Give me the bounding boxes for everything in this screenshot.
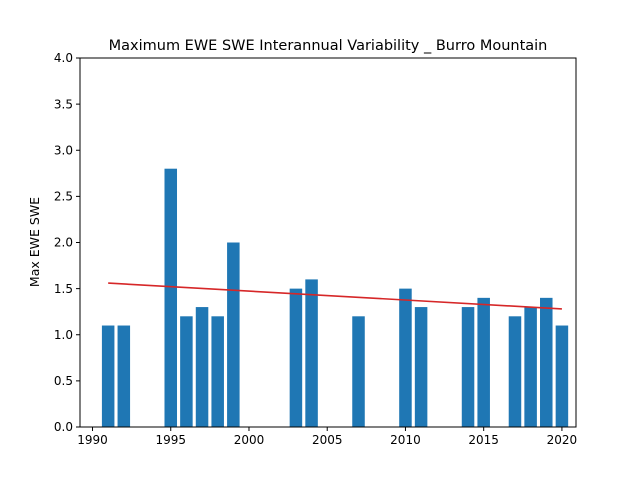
bar-1991 (101, 325, 115, 427)
bar-1998 (211, 316, 224, 427)
bar-2004 (305, 279, 318, 427)
bar-1999 (227, 242, 240, 427)
x-tick-label: 2020 (547, 433, 578, 447)
x-tick-label: 1990 (77, 433, 108, 447)
y-tick-label: 3.5 (54, 97, 73, 111)
bar-2003 (289, 288, 303, 427)
bar-2019 (540, 297, 553, 427)
trend-group (108, 282, 562, 310)
x-tick-label: 2000 (234, 433, 265, 447)
bar-2007 (352, 316, 365, 427)
y-axis-label: Max EWE SWE (27, 197, 42, 287)
x-tick-label: 2015 (468, 433, 499, 447)
y-tick-label: 0.5 (54, 374, 73, 388)
bar-2011 (414, 307, 428, 427)
bar-2014 (461, 307, 475, 427)
bars-group (101, 168, 569, 427)
y-tick-label: 2.0 (54, 236, 73, 250)
x-tick-label: 1995 (155, 433, 186, 447)
x-tick-label: 2010 (390, 433, 421, 447)
y-tick-label: 2.5 (54, 190, 73, 204)
bar-2015 (477, 297, 490, 427)
y-tick-label: 4.0 (54, 51, 73, 65)
y-tick-label: 1.0 (54, 328, 73, 342)
bar-1995 (164, 168, 178, 427)
y-tick-label: 3.0 (54, 143, 73, 157)
trend-line (108, 282, 562, 310)
chart-title: Maximum EWE SWE Interannual Variability … (109, 38, 548, 54)
bar-2018 (524, 307, 537, 427)
y-tick-label: 1.5 (54, 282, 73, 296)
plot-frame (79, 57, 577, 428)
bar-1996 (180, 316, 193, 427)
bar-1997 (195, 307, 209, 427)
bar-2020 (555, 325, 569, 427)
bar-2017 (508, 316, 522, 427)
y-axis: 0.0 0.5 1.0 1.5 2.0 2.5 3.0 3.5 4.0 (54, 51, 80, 434)
bar-1992 (117, 325, 131, 427)
x-tick-label: 2005 (312, 433, 343, 447)
x-axis: 1990 1995 2000 2005 2010 2015 2020 (77, 427, 577, 447)
bar-2010 (399, 288, 412, 427)
y-tick-label: 0.0 (54, 420, 73, 434)
